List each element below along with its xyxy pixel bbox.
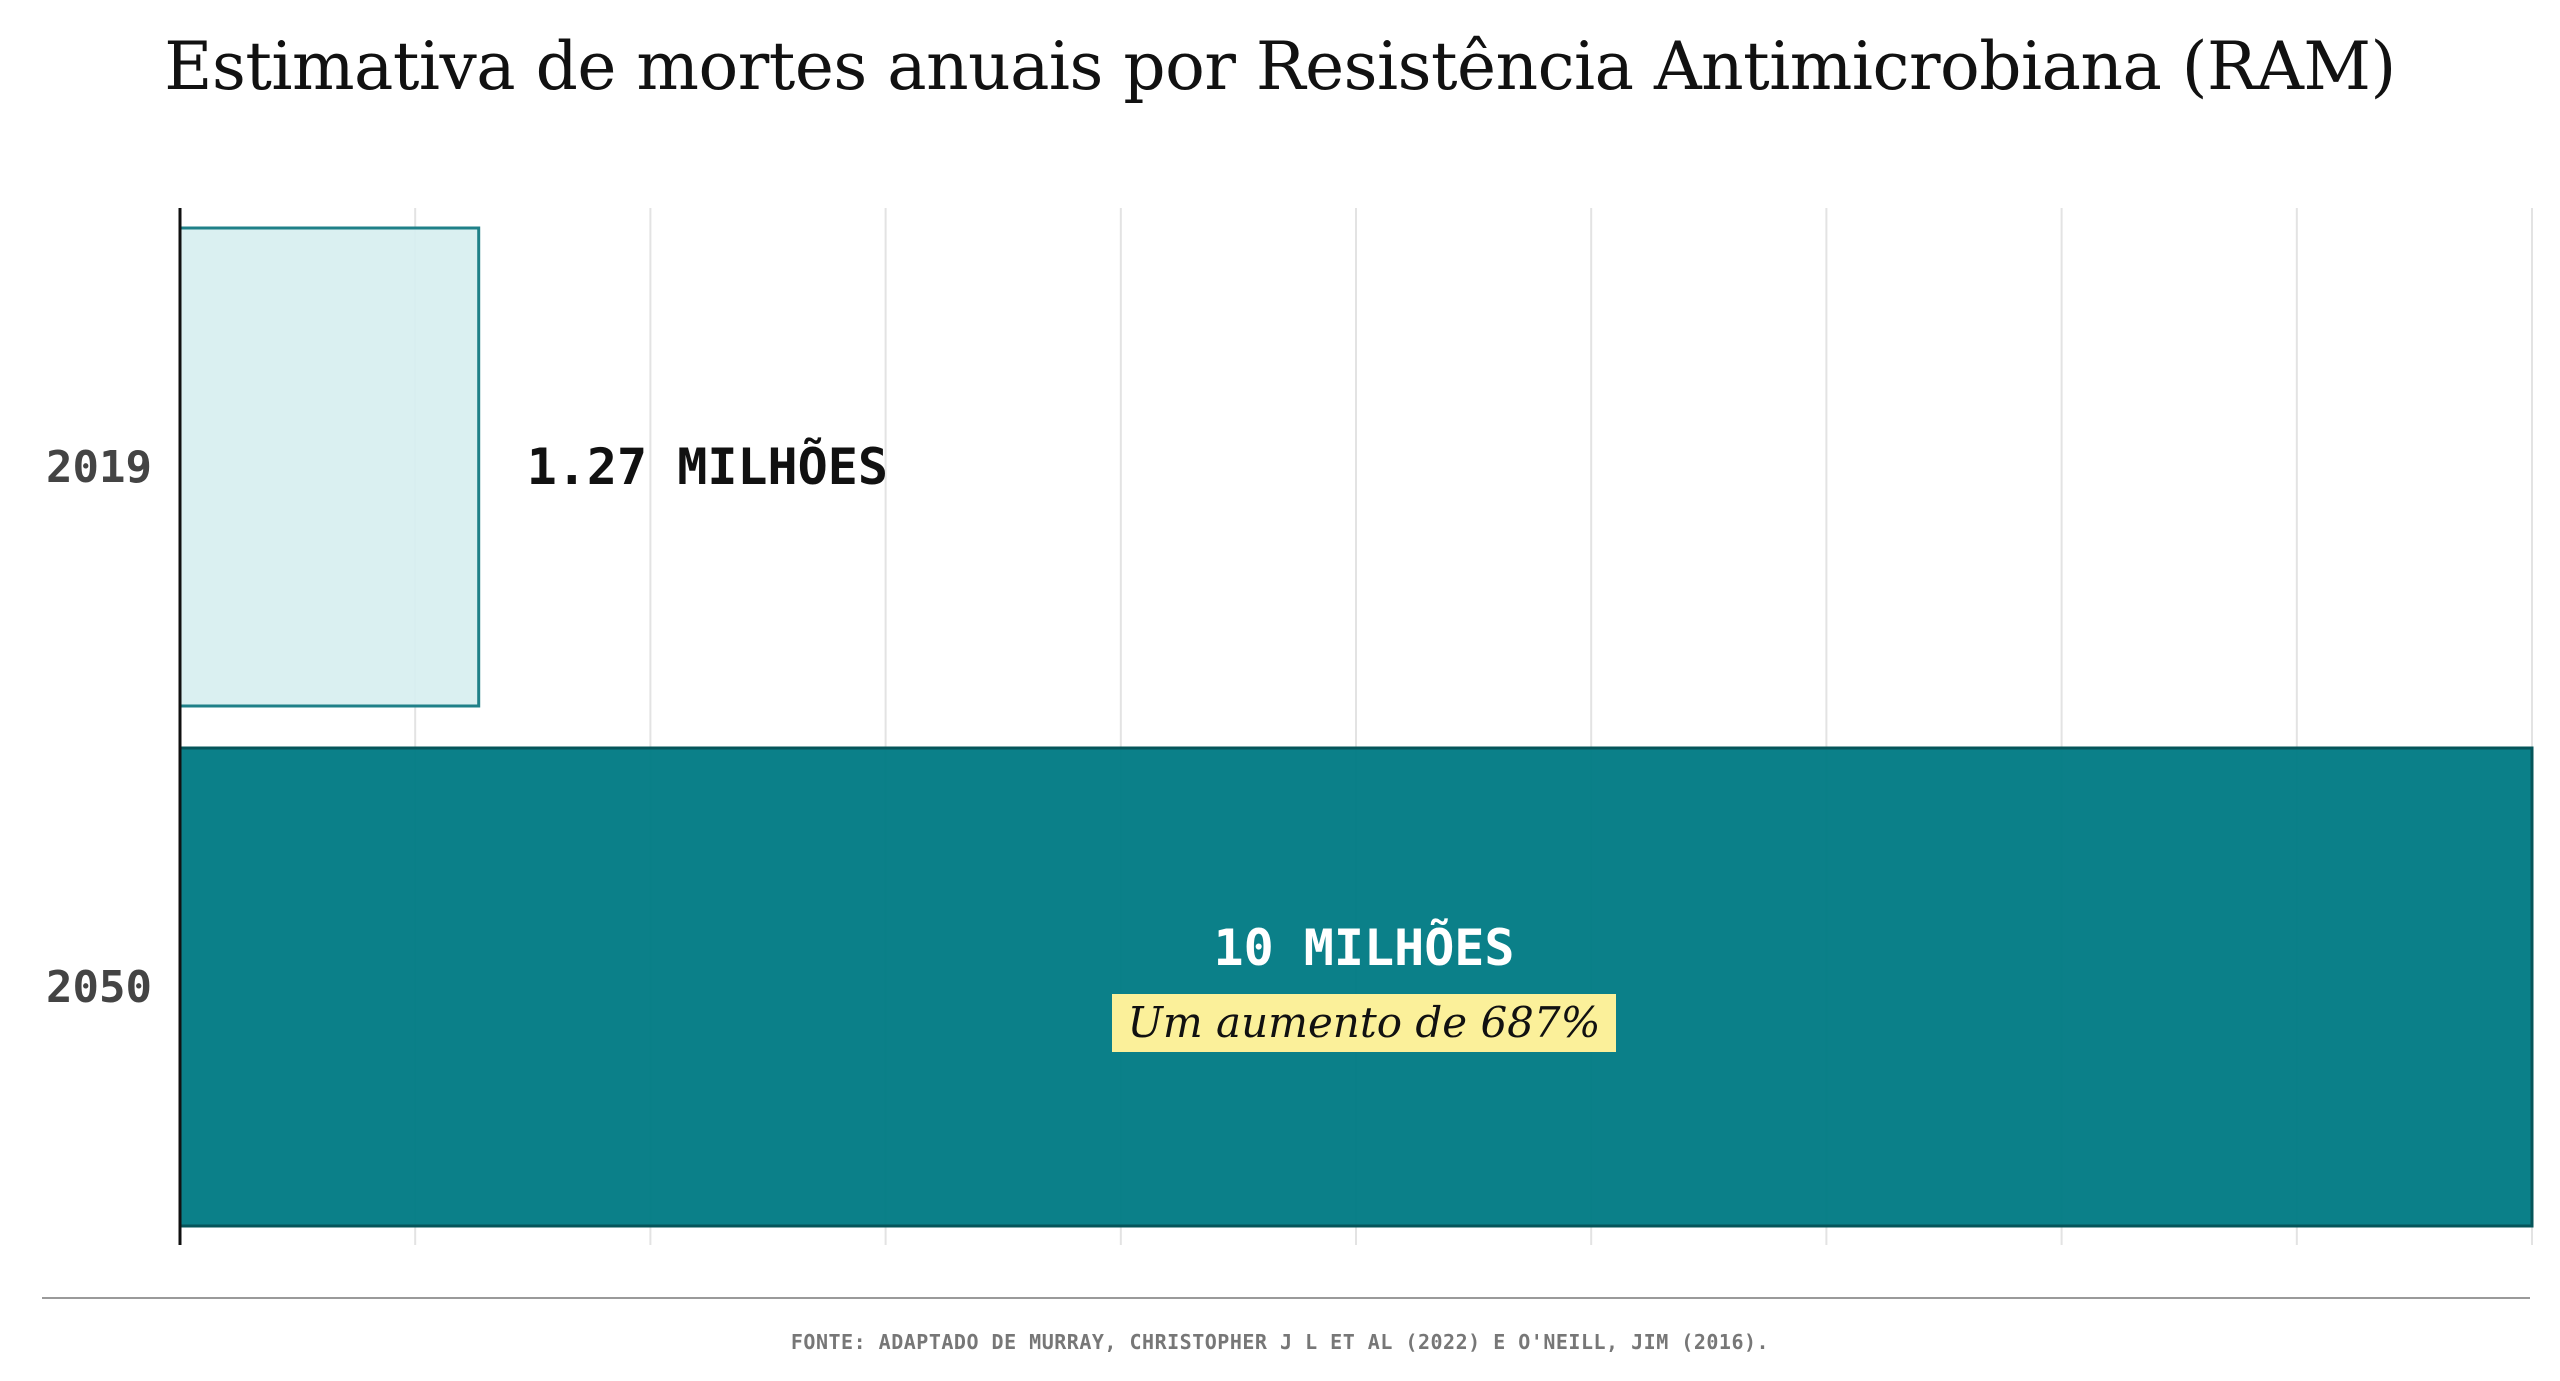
value-label-2050: 10 MILHÕES [1213, 918, 1514, 977]
value-label-2019: 1.27 MILHÕES [527, 437, 888, 496]
source-text: FONTE: ADAPTADO DE MURRAY, CHRISTOPHER J… [790, 1330, 1770, 1354]
tick-label-2019: 2019 [46, 442, 152, 493]
chart-title: Estimativa de mortes anuais por Resistên… [164, 28, 2396, 105]
annotation-background [1112, 994, 1616, 1052]
bar-2019 [178, 226, 481, 708]
tick-label-2050: 2050 [46, 962, 152, 1013]
source-divider [42, 1297, 2530, 1299]
annotation-text: Um aumento de 687% [1127, 998, 1600, 1047]
category-tick-labels: 2019 2050 [46, 442, 152, 1013]
bar-2050 [178, 746, 2534, 1228]
bars [178, 226, 2534, 1228]
value-labels: 1.27 MILHÕES 10 MILHÕES [527, 437, 1515, 977]
annotation: Um aumento de 687% [1112, 994, 1616, 1052]
